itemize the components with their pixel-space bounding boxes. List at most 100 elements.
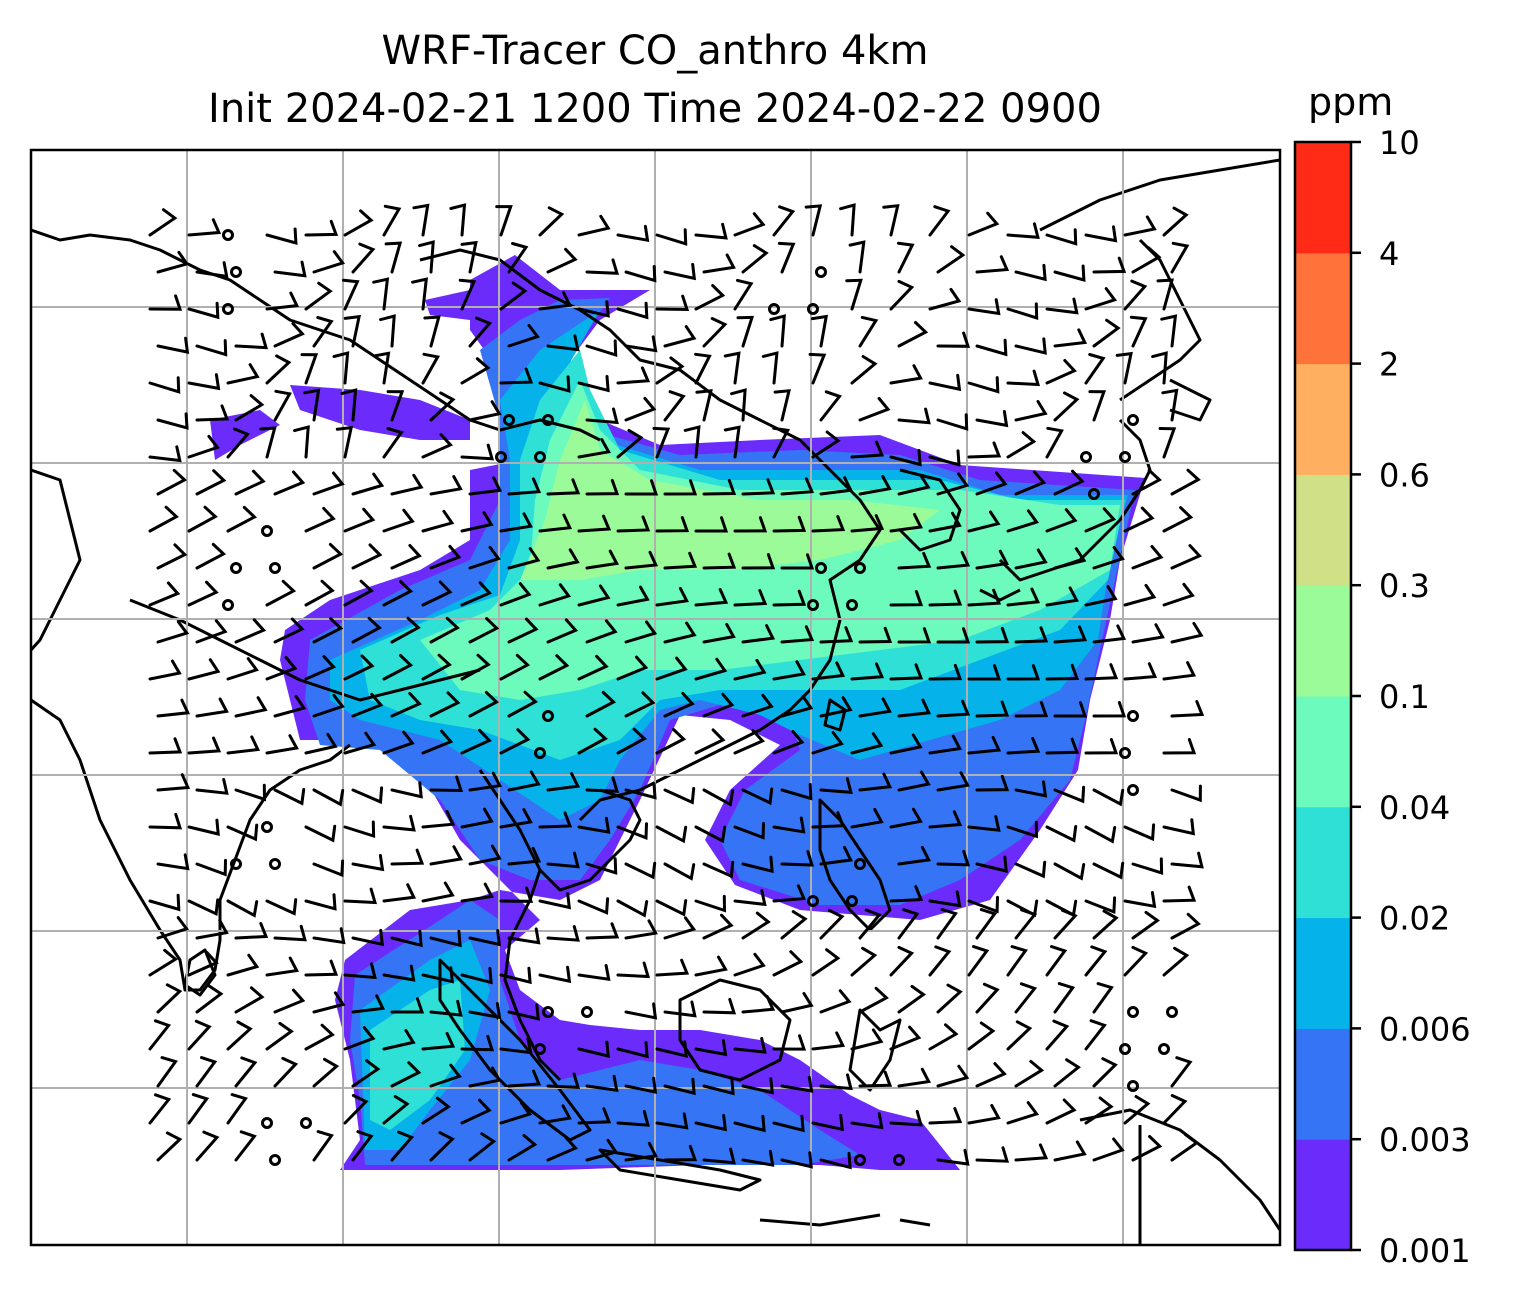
wind-barb: [1084, 287, 1118, 311]
wind-barb: [624, 396, 657, 422]
wind-barb: [1014, 470, 1047, 496]
lesser-sunda-islands: [759, 1213, 931, 1227]
wind-barb: [1006, 302, 1039, 320]
wind-barb: [195, 1056, 218, 1088]
wind-barb: [390, 1061, 422, 1088]
wind-barb: [897, 698, 932, 718]
calm-wind-marker: [807, 599, 819, 611]
wind-barb: [538, 811, 573, 829]
wind-barb: [652, 426, 671, 459]
wind-barb: [624, 861, 657, 880]
wind-barb: [421, 729, 454, 755]
wind-barb: [499, 281, 528, 311]
wind-barb: [1162, 582, 1195, 607]
wind-barb: [460, 882, 495, 903]
wind-barb: [655, 228, 688, 246]
wind-barb: [663, 1077, 696, 1096]
wind-barb: [538, 892, 572, 910]
wind-barb: [148, 445, 182, 463]
wind-barb: [499, 582, 532, 607]
wind-barb: [741, 478, 776, 496]
wind-barb: [265, 734, 299, 755]
wind-barb: [1045, 228, 1078, 246]
wind-barb: [811, 430, 841, 459]
wind-barb: [234, 1130, 257, 1162]
wind-barb: [624, 1076, 658, 1094]
wind-barb: [733, 658, 767, 681]
calm-wind-marker: [534, 747, 546, 759]
wind-barb: [1084, 738, 1119, 755]
wind-barb: [429, 1131, 455, 1162]
wind-barb: [273, 988, 306, 1014]
wind-barb: [499, 653, 531, 681]
wind-barb: [195, 984, 224, 1014]
wind-barb: [507, 846, 542, 866]
wind-barb: [421, 352, 441, 385]
wind-barb: [468, 1066, 502, 1088]
sulawesi-coast: [848, 1008, 902, 1092]
wind-barb: [761, 351, 779, 385]
wind-barb: [546, 478, 581, 496]
wind-barb: [585, 776, 620, 793]
wind-barb: [423, 315, 441, 348]
wind-barb: [850, 514, 885, 533]
wind-barb: [858, 397, 891, 422]
wind-barb: [351, 616, 382, 644]
wind-barb: [195, 697, 229, 718]
wind-barb: [273, 260, 307, 278]
wind-barb: [332, 351, 350, 385]
wind-barb: [372, 277, 390, 311]
wind-barb: [936, 983, 963, 1014]
wind-barb: [1014, 860, 1047, 879]
calm-wind-marker: [534, 451, 546, 463]
wind-barb: [1053, 328, 1088, 348]
wind-barb: [967, 211, 1000, 237]
wind-barb: [624, 479, 659, 496]
wind-barb: [312, 316, 334, 348]
wind-barb: [234, 1056, 258, 1088]
wind-barb: [1014, 400, 1048, 422]
wind-barb: [663, 551, 698, 570]
wind-barb: [1014, 626, 1049, 644]
wind-barb: [1131, 857, 1164, 875]
wind-barb: [429, 391, 456, 422]
wind-barb: [819, 626, 854, 644]
wind-barb: [234, 618, 267, 644]
wind-barb: [1161, 388, 1179, 422]
wind-barb: [967, 376, 1000, 394]
colorbar-tick-label: 0.001: [1379, 1232, 1471, 1270]
wind-barb: [312, 542, 344, 570]
wind-barb: [928, 663, 963, 681]
wind-barb: [858, 697, 892, 718]
wind-barb: [936, 413, 969, 431]
wind-barb: [663, 1144, 698, 1162]
wind-barb: [226, 1020, 253, 1051]
wind-barb: [772, 950, 804, 977]
wind-barb: [340, 388, 358, 422]
wind-barb: [265, 656, 298, 681]
wind-barb: [390, 473, 424, 496]
wind-barb: [975, 471, 1008, 496]
wind-barb: [655, 586, 689, 607]
wind-barb: [858, 986, 889, 1014]
wind-barb: [1131, 910, 1160, 940]
taiwan-coast: [823, 698, 847, 732]
wind-barb: [780, 1075, 814, 1093]
wind-barb: [234, 332, 269, 350]
wind-barb: [1014, 337, 1047, 355]
wind-barb: [702, 253, 736, 274]
wind-barb: [351, 543, 383, 570]
wind-barb: [663, 787, 696, 805]
wind-barb: [780, 783, 813, 801]
wind-barb: [460, 240, 478, 274]
colorbar-segment: [1295, 1139, 1351, 1251]
wind-barb: [1131, 468, 1162, 496]
wind-barb: [928, 890, 962, 908]
calm-wind-marker: [503, 414, 515, 426]
wind-barb: [655, 516, 690, 533]
wind-barb: [265, 1021, 294, 1051]
wind-barb: [390, 616, 421, 644]
wind-barb: [468, 690, 500, 718]
wind-barb: [858, 772, 893, 792]
calm-wind-marker: [1080, 451, 1092, 463]
